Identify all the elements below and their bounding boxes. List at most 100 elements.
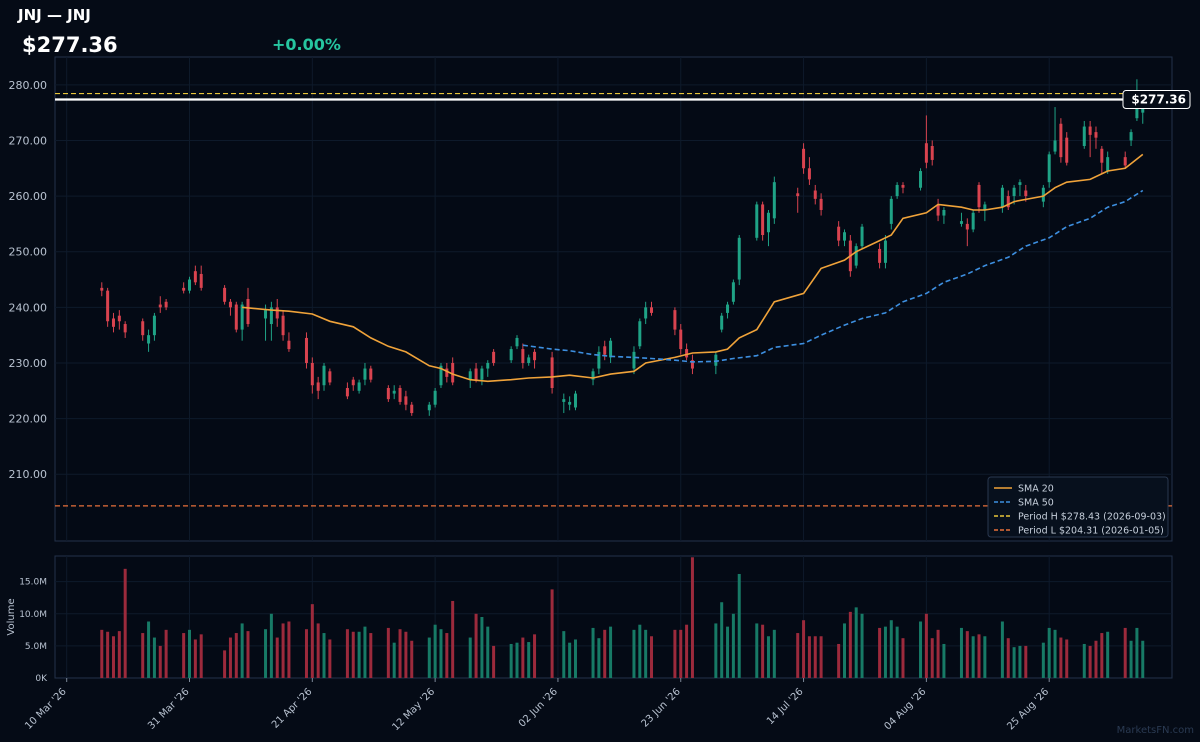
candle-body xyxy=(398,388,402,402)
candle-body xyxy=(772,182,776,219)
volume-bar xyxy=(234,633,238,678)
candle-body xyxy=(392,390,396,394)
volume-bar xyxy=(322,633,326,678)
volume-bar xyxy=(492,645,496,678)
candle-body xyxy=(1018,182,1022,185)
candle-body xyxy=(240,304,244,330)
volume-bar xyxy=(147,621,151,678)
candle-body xyxy=(234,304,238,330)
volume-bar xyxy=(533,634,537,678)
volume-bar xyxy=(1018,645,1022,678)
volume-bar xyxy=(854,607,858,678)
volume-bar xyxy=(351,631,355,678)
candle-body xyxy=(1106,157,1110,172)
volume-bar xyxy=(1106,631,1110,678)
candle-body xyxy=(351,379,355,386)
candle-body xyxy=(111,318,115,327)
volume-bar xyxy=(1088,645,1092,678)
volume-bar xyxy=(287,621,291,678)
chart-title: JNJ — JNJ xyxy=(18,6,91,24)
legend-label: Period L $204.31 (2026-01-05) xyxy=(1018,526,1164,537)
candle-body xyxy=(901,184,905,188)
volume-bar xyxy=(404,631,408,678)
candle-body xyxy=(527,357,531,363)
candle-body xyxy=(480,368,484,380)
volume-bar xyxy=(264,629,268,678)
volume-bar xyxy=(480,617,484,678)
volume-bar xyxy=(304,629,308,678)
candle-body xyxy=(486,362,490,369)
volume-bar xyxy=(883,626,887,678)
volume-bar xyxy=(819,636,823,678)
volume-bar xyxy=(860,613,864,678)
indicator-overlays: $277.36 xyxy=(55,90,1191,507)
candle-body xyxy=(1053,140,1057,152)
volume-bar xyxy=(796,633,800,678)
volume-grid xyxy=(54,555,1173,679)
volume-tick-label: 5.0M xyxy=(25,642,47,652)
candle-body xyxy=(386,388,390,400)
volume-bar xyxy=(1006,638,1010,678)
volume-bar xyxy=(182,633,186,678)
volume-bar xyxy=(240,623,244,678)
candle-body xyxy=(147,335,151,344)
volume-bar xyxy=(562,631,566,678)
volume-bar xyxy=(199,634,203,678)
volume-bar xyxy=(310,604,314,678)
volume-bar xyxy=(603,629,607,678)
candle-body xyxy=(410,404,414,414)
volume-bar xyxy=(152,637,156,678)
candle-body xyxy=(193,271,197,283)
volume-bar xyxy=(772,629,776,678)
candle-body xyxy=(959,221,963,224)
volume-bar xyxy=(164,629,168,678)
last-price-label: $277.36 xyxy=(1131,93,1186,107)
volume-bar xyxy=(228,637,232,678)
candle-body xyxy=(720,315,724,330)
date-tick-label: 02 Jun '26 xyxy=(517,686,560,729)
candle-body xyxy=(164,301,168,308)
candle-body xyxy=(1082,126,1086,147)
candle-body xyxy=(433,390,437,405)
volume-bar xyxy=(433,624,437,678)
volume-bar xyxy=(726,626,730,678)
volume-bar xyxy=(1141,640,1145,678)
candle-body xyxy=(1129,132,1133,141)
candle-series xyxy=(100,79,1145,416)
candle-body xyxy=(439,365,443,386)
volume-bar xyxy=(983,636,987,678)
volume-bar xyxy=(936,629,940,678)
candle-body xyxy=(679,329,683,350)
candle-body xyxy=(889,198,893,224)
candle-body xyxy=(1088,126,1092,135)
candle-body xyxy=(515,337,519,347)
volume-bar xyxy=(223,650,227,678)
volume-bar xyxy=(737,573,741,678)
volume-bar xyxy=(328,639,332,678)
volume-bar xyxy=(398,629,402,678)
volume-bar xyxy=(188,629,192,678)
candle-body xyxy=(977,184,981,208)
candle-body xyxy=(199,273,203,288)
volume-bar xyxy=(386,627,390,678)
volume-bar xyxy=(515,642,519,678)
candle-body xyxy=(965,223,969,230)
candle-body xyxy=(316,382,320,391)
volume-axis-label: Volume xyxy=(6,598,17,635)
candle-body xyxy=(690,360,694,369)
volume-bar xyxy=(117,631,121,678)
volume-bar xyxy=(1123,627,1127,678)
volume-bar xyxy=(1041,642,1045,678)
sma50-line xyxy=(522,189,1144,363)
volume-bar xyxy=(275,637,279,678)
volume-bar xyxy=(486,626,490,678)
volume-bar xyxy=(281,623,285,678)
candle-body xyxy=(761,204,765,236)
candle-body xyxy=(942,209,946,216)
volume-bar xyxy=(813,636,817,678)
last-price-tag xyxy=(1122,90,1191,110)
candle-body xyxy=(1059,123,1063,158)
volume-bar xyxy=(878,627,882,678)
candle-body xyxy=(609,340,613,358)
